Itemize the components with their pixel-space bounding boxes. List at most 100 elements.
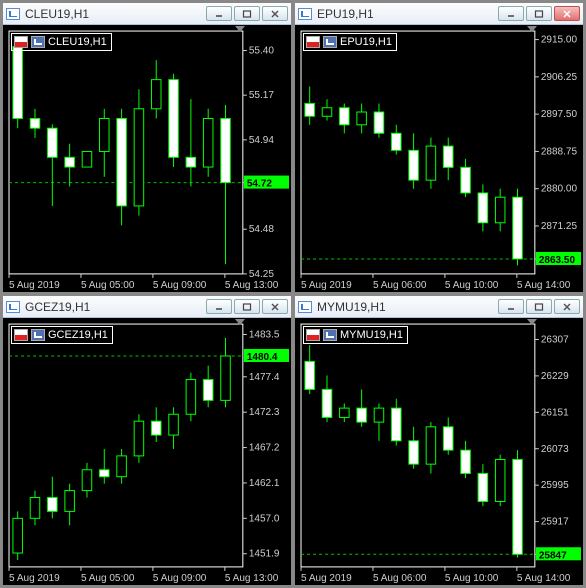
symbol-label: MYMU19,H1 xyxy=(340,329,403,341)
minimize-button[interactable] xyxy=(206,6,232,21)
minimize-button[interactable] xyxy=(206,299,232,314)
svg-text:1451.9: 1451.9 xyxy=(249,549,280,560)
chart-window-icon xyxy=(298,8,312,20)
chart-header[interactable]: CLEU19,H1 xyxy=(11,33,112,51)
flag-icon xyxy=(14,36,28,48)
svg-text:5 Aug 09:00: 5 Aug 09:00 xyxy=(153,280,207,291)
candle xyxy=(409,150,419,180)
symbol-label: CLEU19,H1 xyxy=(48,36,107,48)
close-button[interactable] xyxy=(262,299,288,314)
svg-text:2871.25: 2871.25 xyxy=(541,221,578,232)
svg-text:5 Aug 09:00: 5 Aug 09:00 xyxy=(153,573,207,584)
chart-area[interactable]: 1451.91457.01462.11467.21472.31477.41483… xyxy=(3,318,291,585)
svg-text:26151: 26151 xyxy=(541,407,569,418)
svg-text:55.40: 55.40 xyxy=(249,45,274,56)
expand-handle-icon[interactable] xyxy=(235,26,245,32)
expand-handle-icon[interactable] xyxy=(527,319,537,325)
candle xyxy=(221,356,231,400)
chart-panel-mym: MYMU19,H1 259172599526073261512622926307… xyxy=(294,295,584,586)
svg-text:5 Aug 13:00: 5 Aug 13:00 xyxy=(225,573,279,584)
symbol-label: GCEZ19,H1 xyxy=(48,329,108,341)
chart-window-icon xyxy=(6,8,20,20)
svg-text:2897.50: 2897.50 xyxy=(541,109,578,120)
chart-svg: 1451.91457.01462.11467.21472.31477.41483… xyxy=(3,318,291,585)
titlebar[interactable]: GCEZ19,H1 xyxy=(3,296,291,318)
maximize-button[interactable] xyxy=(526,299,552,314)
close-button[interactable] xyxy=(554,299,580,314)
chart-header[interactable]: GCEZ19,H1 xyxy=(11,326,113,344)
window-title: EPU19,H1 xyxy=(317,7,498,21)
titlebar[interactable]: CLEU19,H1 xyxy=(3,3,291,25)
candle xyxy=(48,128,58,157)
expand-handle-icon[interactable] xyxy=(527,26,537,32)
maximize-button[interactable] xyxy=(234,299,260,314)
candle xyxy=(478,193,488,223)
window-title: CLEU19,H1 xyxy=(25,7,206,21)
candle xyxy=(392,133,402,150)
candle xyxy=(203,118,213,167)
chart-svg: 2871.252880.002888.752897.502906.252915.… xyxy=(295,25,583,292)
candle xyxy=(117,118,127,205)
expand-handle-icon[interactable] xyxy=(235,319,245,325)
chart-type-icon xyxy=(31,329,45,341)
svg-text:1472.3: 1472.3 xyxy=(249,407,280,418)
candle xyxy=(392,408,402,441)
titlebar[interactable]: MYMU19,H1 xyxy=(295,296,583,318)
window-title: MYMU19,H1 xyxy=(317,300,498,314)
svg-text:5 Aug 14:00: 5 Aug 14:00 xyxy=(517,573,571,584)
candle xyxy=(513,197,523,259)
svg-text:25847: 25847 xyxy=(539,550,567,561)
candle xyxy=(100,470,110,477)
chart-type-icon xyxy=(323,36,337,48)
window-buttons xyxy=(498,6,580,21)
flag-icon xyxy=(306,36,320,48)
candle xyxy=(426,427,436,464)
svg-text:54.25: 54.25 xyxy=(249,269,274,280)
chart-header[interactable]: MYMU19,H1 xyxy=(303,326,408,344)
candle xyxy=(513,459,523,554)
candle xyxy=(203,380,213,401)
svg-text:2880.00: 2880.00 xyxy=(541,184,578,195)
candle xyxy=(13,518,23,553)
candle xyxy=(357,408,367,422)
candle xyxy=(340,408,350,417)
candle xyxy=(443,146,453,167)
chart-window-icon xyxy=(6,301,20,313)
candle xyxy=(322,108,332,117)
close-button[interactable] xyxy=(262,6,288,21)
chart-panel-epu: EPU19,H1 2871.252880.002888.752897.50290… xyxy=(294,2,584,293)
close-button[interactable] xyxy=(554,6,580,21)
candle xyxy=(186,157,196,167)
svg-text:54.94: 54.94 xyxy=(249,135,274,146)
svg-text:5 Aug 06:00: 5 Aug 06:00 xyxy=(373,573,427,584)
svg-text:5 Aug 2019: 5 Aug 2019 xyxy=(9,280,60,291)
candle xyxy=(461,450,471,473)
svg-text:5 Aug 05:00: 5 Aug 05:00 xyxy=(81,280,135,291)
candle xyxy=(461,167,471,193)
candle xyxy=(340,108,350,125)
candle xyxy=(478,473,488,501)
price-flag: 1480.4 xyxy=(244,349,289,363)
candle xyxy=(134,421,144,456)
window-buttons xyxy=(498,299,580,314)
candle xyxy=(48,498,58,512)
svg-text:1480.4: 1480.4 xyxy=(247,352,278,363)
maximize-button[interactable] xyxy=(526,6,552,21)
candle xyxy=(169,414,179,435)
svg-text:2863.50: 2863.50 xyxy=(539,255,576,266)
titlebar[interactable]: EPU19,H1 xyxy=(295,3,583,25)
chart-area[interactable]: 54.2554.4854.9455.1755.4054.725 Aug 2019… xyxy=(3,25,291,292)
maximize-button[interactable] xyxy=(234,6,260,21)
candle xyxy=(65,157,75,167)
minimize-button[interactable] xyxy=(498,6,524,21)
svg-text:2915.00: 2915.00 xyxy=(541,35,578,46)
svg-text:1457.0: 1457.0 xyxy=(249,513,280,524)
minimize-button[interactable] xyxy=(498,299,524,314)
svg-text:25917: 25917 xyxy=(541,517,569,528)
chart-area[interactable]: 2871.252880.002888.752897.502906.252915.… xyxy=(295,25,583,292)
svg-text:1467.2: 1467.2 xyxy=(249,443,280,454)
candle xyxy=(357,112,367,125)
chart-header[interactable]: EPU19,H1 xyxy=(303,33,397,51)
chart-panel-cle: CLEU19,H1 54.2554.4854.9455.1755.4054.72… xyxy=(2,2,292,293)
chart-area[interactable]: 259172599526073261512622926307258475 Aug… xyxy=(295,318,583,585)
